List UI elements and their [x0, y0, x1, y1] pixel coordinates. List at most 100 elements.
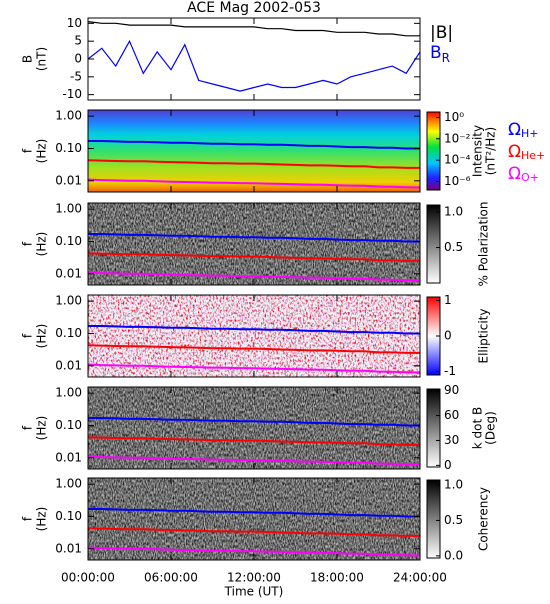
- colorbar-tick-label: 0.5: [444, 240, 463, 254]
- y-axis-label: (nT): [35, 47, 49, 71]
- colorbar-tick-label: 0.0: [444, 548, 463, 562]
- y-axis-label: f: [21, 516, 35, 521]
- colorbar: [426, 479, 441, 559]
- series-line: [87, 159, 420, 169]
- series-line: [87, 178, 421, 189]
- colorbar-tick-label: 0: [444, 329, 452, 343]
- series-line: [88, 417, 420, 427]
- y-tick-label: 0.01: [55, 358, 82, 372]
- series-line: [88, 325, 420, 335]
- x-tick-label: 12:00:00: [227, 571, 281, 585]
- series-line: [88, 508, 420, 518]
- y-axis-label: (Hz): [35, 232, 49, 257]
- legend-name: B: [430, 43, 442, 63]
- series-line: [87, 363, 421, 374]
- colorbar-tick-label: 0.5: [444, 513, 463, 527]
- legend-entry: ΩO+: [508, 164, 539, 184]
- series-line: [87, 252, 420, 262]
- legend-subscript: H+: [521, 127, 539, 140]
- y-tick-label: 1.00: [55, 477, 82, 491]
- colorbar-label: Coherency: [477, 487, 491, 551]
- colorbar-tick-label: 90: [444, 383, 459, 397]
- y-tick-label: 1.00: [55, 202, 82, 216]
- title: ACE Mag 2002-053: [187, 0, 321, 16]
- spectrogram-texture: [88, 478, 420, 560]
- y-tick-label: 0.10: [55, 418, 82, 432]
- colorbar-tick-label: -1: [444, 364, 456, 378]
- y-tick-label: 0.10: [55, 326, 82, 340]
- series-line: [88, 140, 420, 150]
- legend-entry: ΩHe+: [508, 142, 545, 162]
- legend-name: Ω: [508, 142, 521, 162]
- colorbar-tick-label: 10⁻²: [444, 131, 471, 145]
- y-axis-label: B: [21, 55, 35, 63]
- spectrogram-image: [88, 110, 420, 192]
- y-tick-label: 0.01: [55, 173, 82, 187]
- colorbar-label: k dot B: [471, 407, 485, 449]
- y-tick-label: 0.01: [55, 266, 82, 280]
- colorbar-tick-label: 30: [444, 433, 459, 447]
- colorbar-tick-label: 10⁰: [444, 110, 464, 124]
- series-line: [87, 546, 421, 557]
- y-tick-label: 0: [74, 52, 82, 66]
- colorbar-label: (Deg): [484, 411, 498, 445]
- colorbar-tick-label: 60: [444, 408, 459, 422]
- series-line: [88, 233, 420, 243]
- series-line: [87, 21, 420, 37]
- series-line: [87, 455, 421, 466]
- spectrogram-texture: [88, 203, 420, 285]
- spectrogram-texture: [88, 295, 420, 377]
- y-tick-label: -10: [62, 87, 82, 101]
- legend-name: Ω: [508, 120, 521, 140]
- colorbar: [426, 204, 441, 284]
- y-axis-label: f: [21, 333, 35, 338]
- x-tick-label: 00:00:00: [61, 571, 115, 585]
- y-tick-label: 10: [67, 16, 82, 30]
- legend-name: |B|: [430, 23, 453, 43]
- y-axis-label: (Hz): [35, 507, 49, 532]
- legend-subscript: R: [442, 51, 450, 65]
- y-tick-label: 0.01: [55, 541, 82, 555]
- colorbar-label: (nT²/Hz): [484, 127, 498, 175]
- y-tick-label: 0.10: [55, 141, 82, 155]
- x-axis-label: Time (UT): [224, 585, 284, 599]
- y-tick-label: 1.00: [55, 109, 82, 123]
- y-tick-label: 5: [74, 34, 82, 48]
- colorbar-tick-label: 0: [444, 458, 452, 472]
- legend-entry: BR: [430, 43, 450, 65]
- y-tick-label: 0.10: [55, 234, 82, 248]
- legend-entry: |B|: [430, 23, 453, 43]
- y-tick-label: 0.01: [55, 450, 82, 464]
- y-axis-label: (Hz): [35, 324, 49, 349]
- legend-entry: ΩH+: [508, 120, 539, 140]
- spectrogram-texture: [88, 387, 420, 469]
- colorbar-tick-label: 1.0: [444, 477, 463, 491]
- x-tick-label: 24:00:00: [393, 571, 447, 585]
- colorbar-label: Intensity: [471, 125, 485, 177]
- x-tick-label: 18:00:00: [310, 571, 364, 585]
- colorbar-label: Ellipticity: [477, 309, 491, 364]
- colorbar-tick-label: 10⁻⁴: [444, 153, 471, 167]
- colorbar-label: % Polarization: [477, 202, 491, 287]
- y-tick-label: 1.00: [55, 294, 82, 308]
- legend-subscript: O+: [521, 171, 539, 184]
- y-axis-label: (Hz): [35, 139, 49, 164]
- legend-subscript: He+: [521, 149, 545, 162]
- y-axis-label: (Hz): [35, 416, 49, 441]
- series-line: [87, 344, 420, 354]
- series-line: [87, 39, 421, 92]
- colorbar-tick-label: 1: [444, 293, 452, 307]
- series-line: [87, 527, 420, 537]
- y-axis-label: f: [21, 148, 35, 153]
- y-tick-label: 0.10: [55, 509, 82, 523]
- colorbar: [426, 111, 441, 191]
- series-line: [87, 271, 421, 282]
- x-tick-label: 06:00:00: [144, 571, 198, 585]
- y-tick-label: 1.00: [55, 386, 82, 400]
- y-axis-label: f: [21, 241, 35, 246]
- y-axis-label: f: [21, 425, 35, 430]
- colorbar-tick-label: 10⁻⁶: [444, 174, 471, 188]
- legend-name: Ω: [508, 164, 521, 184]
- series-line: [87, 436, 420, 446]
